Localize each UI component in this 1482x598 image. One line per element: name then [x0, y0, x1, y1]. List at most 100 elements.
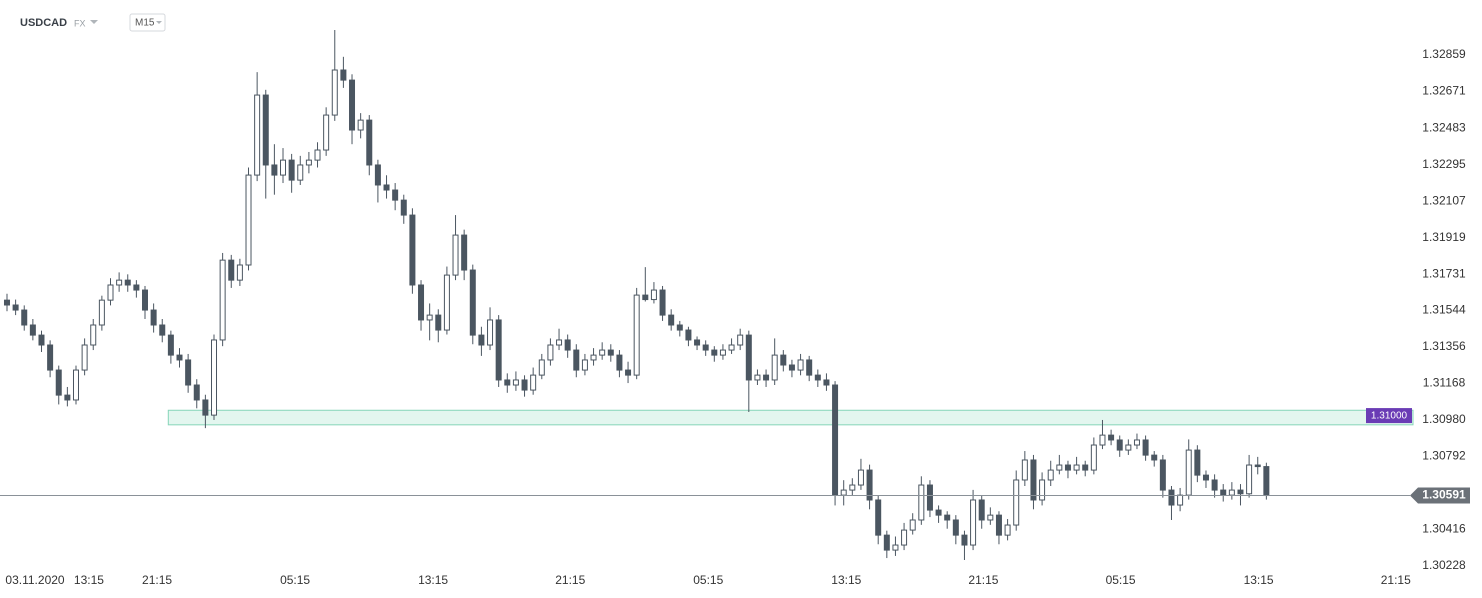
candle-body — [176, 354, 183, 361]
candle-body — [29, 324, 36, 336]
candle-body — [262, 94, 269, 166]
candle-body — [625, 369, 632, 376]
market-dropdown[interactable] — [90, 20, 98, 24]
candle-body — [702, 344, 709, 351]
candle-body — [616, 354, 623, 371]
candle-body — [1168, 489, 1175, 506]
candle-body — [1263, 466, 1270, 497]
candle-body — [728, 344, 735, 351]
candle-body — [1254, 464, 1261, 468]
candle-body — [504, 379, 511, 386]
candle-body — [573, 349, 580, 371]
timeframe-dropdown[interactable] — [156, 21, 162, 24]
candle-body — [366, 119, 373, 166]
candle-body — [443, 274, 450, 331]
candle-body — [926, 484, 933, 511]
candle-body — [780, 354, 787, 366]
candle-body — [495, 319, 502, 381]
candle-body — [478, 334, 485, 346]
timeframe[interactable]: M15 — [135, 18, 155, 29]
candle-body — [1185, 449, 1192, 496]
candle-body — [935, 509, 942, 516]
candle-body — [280, 159, 287, 176]
level-label-box — [1366, 408, 1412, 424]
candle-body — [400, 199, 407, 216]
symbol[interactable]: USDCAD — [20, 17, 67, 29]
candle-body — [1116, 439, 1123, 451]
candle-body — [245, 174, 252, 266]
candle-body — [694, 339, 701, 346]
candle-body — [1039, 479, 1046, 501]
candle-body — [607, 349, 614, 356]
candle-body — [1142, 439, 1149, 456]
candle-body — [521, 379, 528, 391]
market: FX — [74, 18, 86, 28]
candle-body — [1228, 489, 1235, 496]
candle-body — [3, 299, 10, 306]
candle-body — [763, 374, 770, 381]
candle-body — [1108, 434, 1115, 441]
candle-body — [892, 544, 899, 551]
candle-body — [1194, 449, 1201, 476]
x-tick-label: 13:15 — [74, 573, 104, 587]
candle-body — [55, 369, 62, 396]
x-tick-label: 13:15 — [418, 573, 448, 587]
candle-body — [452, 234, 459, 276]
y-tick-label: 1.31919 — [1422, 230, 1466, 244]
candle-body — [409, 214, 416, 286]
candle-body — [1125, 444, 1132, 451]
candle-body — [849, 484, 856, 491]
y-tick-label: 1.32859 — [1422, 47, 1466, 61]
candle-body — [202, 399, 209, 416]
candle-body — [978, 499, 985, 521]
candle-body — [814, 374, 821, 381]
x-tick-label: 05:15 — [280, 573, 310, 587]
candle-body — [461, 234, 468, 271]
candle-body — [668, 314, 675, 326]
candle-body — [107, 284, 114, 301]
candle-body — [1177, 494, 1184, 506]
candle-body — [1211, 479, 1218, 491]
candle-body — [98, 299, 105, 326]
candle-body — [952, 519, 959, 536]
candle-body — [797, 359, 804, 371]
candle-body — [1021, 459, 1028, 481]
candle-body — [875, 499, 882, 536]
candle-body — [185, 359, 192, 386]
candle-body — [1246, 464, 1253, 495]
candle-body — [995, 514, 1002, 536]
y-tick-label: 1.32107 — [1422, 193, 1466, 207]
candle-body — [1013, 479, 1020, 526]
candle-body — [788, 364, 795, 371]
candle-body — [254, 94, 261, 176]
x-tick-label: 21:15 — [968, 573, 998, 587]
candle-body — [1159, 459, 1166, 491]
candle-body — [642, 294, 649, 301]
candle-body — [124, 279, 131, 286]
candle-body — [961, 534, 968, 546]
candle-body — [435, 314, 442, 331]
candle-body — [1056, 464, 1063, 471]
timeframe-box[interactable] — [129, 13, 166, 32]
candle-body — [357, 119, 364, 131]
candle-body — [38, 334, 45, 346]
candle-body — [556, 339, 563, 346]
x-tick-label: 21:15 — [1381, 573, 1411, 587]
candle-body — [771, 354, 778, 381]
candle-body — [383, 184, 390, 191]
candle-body — [90, 324, 97, 346]
x-tick-label: 21:15 — [142, 573, 172, 587]
y-tick-label: 1.32295 — [1422, 157, 1466, 171]
candle-body — [901, 529, 908, 546]
candle-body — [47, 344, 54, 371]
candle-body — [857, 469, 864, 486]
y-tick-label: 1.31731 — [1422, 266, 1466, 280]
candle-body — [271, 164, 278, 176]
y-tick-label: 1.32671 — [1422, 84, 1466, 98]
candle-body — [418, 284, 425, 321]
candle-body — [340, 69, 347, 81]
candle-body — [1151, 454, 1158, 461]
candle-body — [599, 349, 606, 356]
candle-body — [297, 164, 304, 181]
